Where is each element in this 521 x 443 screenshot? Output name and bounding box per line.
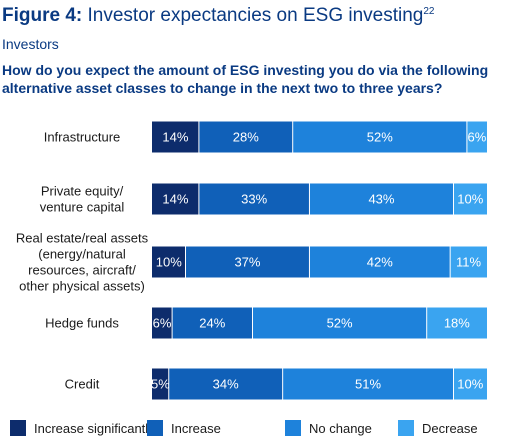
data-label: 10% bbox=[156, 255, 182, 270]
legend-swatch bbox=[147, 420, 163, 436]
bar-segment-no-change bbox=[252, 307, 427, 339]
category-label: Real estate/real assets (energy/natural re… bbox=[16, 231, 149, 294]
category-label-line: (energy/natural bbox=[38, 247, 126, 262]
legend-label: No change bbox=[309, 420, 372, 436]
bar-segment-increase-significantly bbox=[152, 183, 199, 215]
legend-label: Decrease bbox=[422, 420, 478, 436]
category-label-line: Hedge funds bbox=[45, 316, 119, 331]
bar-segment-no-change bbox=[309, 246, 451, 278]
category-label-line: venture capital bbox=[40, 200, 125, 215]
figure-label: Figure 4: bbox=[2, 5, 83, 26]
bar-segment-increase bbox=[172, 307, 253, 339]
data-label: 24% bbox=[199, 316, 225, 331]
category-label: Infrastructure bbox=[44, 130, 121, 145]
data-label: 10% bbox=[457, 377, 483, 392]
legend-item-increase: Increase bbox=[147, 420, 221, 436]
data-label: 33% bbox=[241, 192, 267, 207]
figure-footnote: 22 bbox=[423, 6, 435, 17]
legend-item-increase-significantly: Increase significantly bbox=[10, 420, 155, 436]
data-label: 42% bbox=[367, 255, 393, 270]
category-label-line: resources, aircraft/ bbox=[28, 263, 136, 278]
category-label-line: Infrastructure bbox=[44, 130, 121, 145]
bar-segment-no-change bbox=[292, 121, 467, 153]
category-label-line: Credit bbox=[65, 377, 100, 392]
bar-segment-increase-significantly bbox=[152, 121, 199, 153]
bar-segment-increase bbox=[198, 121, 293, 153]
bar-segment-increase bbox=[168, 368, 283, 400]
category-label: Credit bbox=[65, 377, 100, 392]
data-label: 6% bbox=[468, 130, 487, 145]
legend-item-decrease: Decrease bbox=[398, 420, 478, 436]
legend-swatch bbox=[398, 420, 414, 436]
bar-segment-decrease bbox=[453, 183, 487, 215]
bar-segment-increase bbox=[185, 246, 310, 278]
legend-swatch bbox=[10, 420, 26, 436]
data-label: 37% bbox=[234, 255, 260, 270]
legend-label: Increase significantly bbox=[34, 420, 155, 436]
data-label: 6% bbox=[153, 316, 172, 331]
category-label-line: Real estate/real assets bbox=[16, 231, 149, 246]
stacked-bar-chart: Infrastructure 14% 28% 52% 6% Private equity/… bbox=[16, 121, 487, 400]
category-label-line: Private equity/ bbox=[41, 184, 124, 199]
legend-swatch bbox=[285, 420, 301, 436]
category-label: Hedge funds bbox=[45, 316, 119, 331]
legend-label: Increase bbox=[171, 420, 221, 436]
data-label: 14% bbox=[162, 130, 188, 145]
bar-segment-increase-significantly bbox=[152, 307, 173, 339]
data-label: 5% bbox=[151, 377, 170, 392]
survey-question: How do you expect the amount of ESG inve… bbox=[2, 62, 489, 96]
figure-title: Figure 4: Investor expectancies on ESG i… bbox=[2, 0, 435, 28]
data-label: 18% bbox=[444, 316, 470, 331]
bar-segment-increase bbox=[198, 183, 310, 215]
bar-segment-increase-significantly bbox=[152, 368, 169, 400]
data-label: 43% bbox=[368, 192, 394, 207]
bar-segment-decrease bbox=[466, 121, 487, 153]
chart-legend: Increase significantly Increase No change D… bbox=[10, 420, 521, 438]
data-label: 52% bbox=[367, 130, 393, 145]
data-label: 28% bbox=[233, 130, 259, 145]
data-label: 11% bbox=[456, 255, 481, 270]
bar-segment-decrease bbox=[426, 307, 487, 339]
chart-subtitle: Investors bbox=[2, 36, 59, 52]
data-label: 14% bbox=[162, 192, 188, 207]
bar-segment-decrease bbox=[453, 368, 487, 400]
data-label: 51% bbox=[355, 377, 381, 392]
data-label: 52% bbox=[327, 316, 353, 331]
bar-segment-no-change bbox=[282, 368, 454, 400]
figure-title-text: Investor expectancies on ESG investing bbox=[87, 5, 424, 26]
category-label-line: other physical assets) bbox=[19, 279, 145, 294]
bar-segment-increase-significantly bbox=[152, 246, 186, 278]
data-label: 10% bbox=[457, 192, 483, 207]
legend-item-no-change: No change bbox=[285, 420, 372, 436]
data-label: 34% bbox=[213, 377, 239, 392]
category-label: Private equity/venture capital bbox=[40, 184, 125, 215]
bar-segment-no-change bbox=[309, 183, 454, 215]
bar-segment-decrease bbox=[450, 246, 487, 278]
